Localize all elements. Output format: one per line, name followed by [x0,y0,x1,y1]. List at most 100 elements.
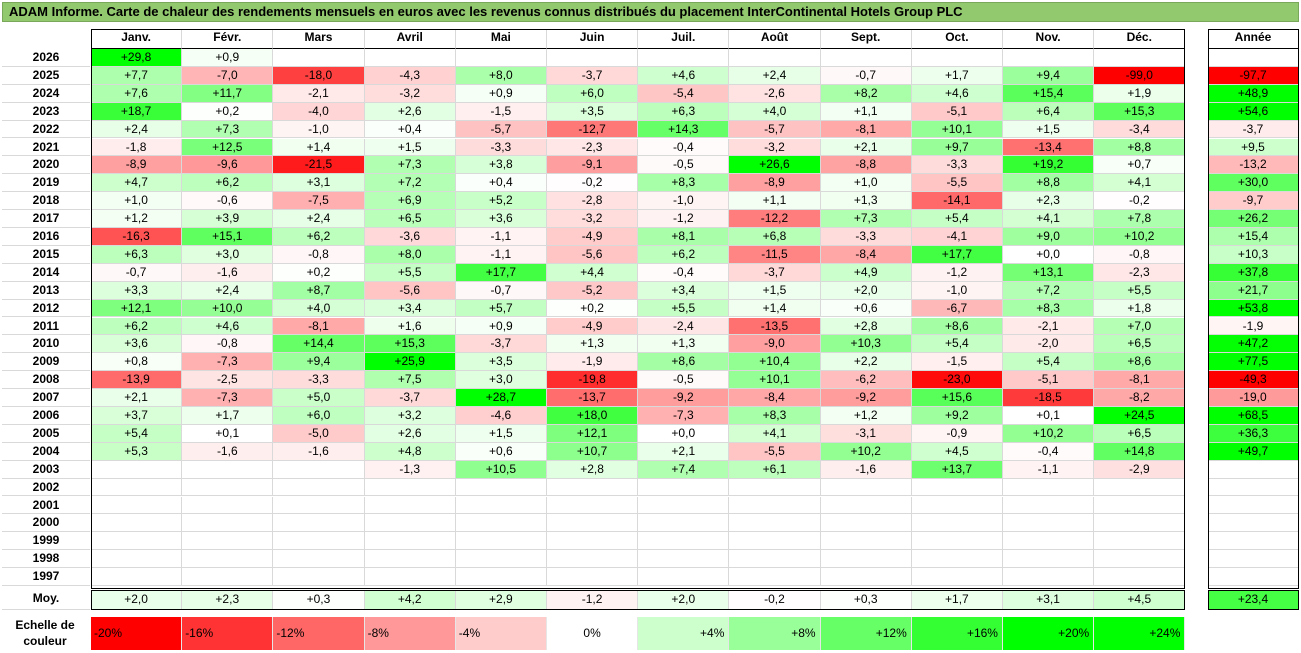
heatmap-cell: -2,3 [1094,263,1186,282]
heatmap-cell: +8,3 [729,407,821,425]
heatmap-cell: +14,3 [638,120,730,139]
heatmap-cell: +1,8 [1094,299,1186,318]
heatmap-cell: +1,7 [911,66,1003,85]
month-header: Mai [455,29,547,49]
year-label: 1998 [2,550,90,569]
month-header: Sept. [820,29,912,49]
heatmap-cell: +26,6 [729,156,821,175]
heatmap-cell: +8,8 [1094,138,1186,157]
heatmap-cell: -3,3 [273,371,365,390]
heatmap-cell: +5,4 [1003,353,1095,372]
heatmap-cell: +15,3 [1094,102,1186,121]
heatmap-cell: +3,3 [91,281,183,300]
heatmap-cell: +0,9 [455,317,547,336]
month-header: Déc. [1094,29,1186,49]
annual-cell: -49,3 [1208,371,1299,390]
year-total-header: Année [1208,29,1299,49]
heatmap-cell: -9,2 [820,389,912,407]
heatmap-cell: -1,3 [364,460,456,479]
heatmap-cell: +1,6 [364,317,456,336]
year-label: 2011 [2,318,90,336]
annual-cell: -97,7 [1208,66,1299,85]
annual-cell: +10,3 [1208,245,1299,264]
heatmap-cell: +6,8 [729,228,821,246]
heatmap-cell: -4,9 [547,317,639,336]
heatmap-cell: +7,2 [1003,281,1095,300]
heatmap-cell: -2,4 [638,317,730,336]
heatmap-cell: -1,6 [273,442,365,461]
heatmap-cell: +7,3 [182,120,274,139]
average-cell: +1,7 [911,590,1003,610]
heatmap-cell [1003,496,1095,515]
heatmap-cell: +1,7 [182,407,274,425]
year-label: 1999 [2,532,90,551]
color-scale-step: -16% [182,617,274,650]
heatmap-cell: +4,9 [820,263,912,282]
heatmap-cell: +8,3 [638,174,730,193]
heatmap-cell [638,496,730,515]
heatmap-cell [91,514,183,533]
heatmap-cell: -4,1 [911,228,1003,246]
annual-cell: +77,5 [1208,353,1299,372]
month-header: Juin [547,29,639,49]
heatmap-cell [91,478,183,497]
heatmap-cell: +6,2 [182,174,274,193]
heatmap-cell: -5,6 [364,281,456,300]
heatmap-cell: +17,7 [455,263,547,282]
average-cell: +4,5 [1094,590,1186,610]
heatmap-cell [547,550,639,569]
heatmap-cell: -7,3 [638,407,730,425]
heatmap-cell: -19,8 [547,371,639,390]
heatmap-cell: +25,9 [364,353,456,372]
heatmap-cell: -13,4 [1003,138,1095,157]
heatmap-cell: +4,8 [364,442,456,461]
month-header: Févr. [182,29,274,49]
heatmap-cell: +1,3 [547,335,639,354]
heatmap-cell: +13,7 [911,460,1003,479]
heatmap-cell [91,532,183,551]
heatmap-cell: -8,9 [91,156,183,175]
heatmap-cell: -0,7 [91,263,183,282]
year-label: 2014 [2,264,90,282]
heatmap-cell: +7,8 [1094,210,1186,228]
heatmap-cell [182,568,274,586]
heatmap-cell: +8,0 [455,66,547,85]
heatmap-cell [911,514,1003,533]
heatmap-cell [911,478,1003,497]
heatmap-cell: -1,6 [820,460,912,479]
heatmap-cell [729,532,821,551]
heatmap-cell: +2,1 [91,389,183,407]
heatmap-cell: -18,0 [273,66,365,85]
heatmap-cell: +1,9 [1094,84,1186,103]
heatmap-cell [91,496,183,515]
heatmap-cell: +2,8 [820,317,912,336]
heatmap-cell: +1,1 [729,192,821,211]
heatmap-cell: -7,3 [182,389,274,407]
year-label: 2005 [2,425,90,443]
year-label: 2007 [2,389,90,407]
heatmap-cell: +7,4 [638,460,730,479]
heatmap-cell: +1,2 [820,407,912,425]
annual-cell: +36,3 [1208,424,1299,443]
heatmap-cell: -8,1 [820,120,912,139]
annual-cell: +9,5 [1208,138,1299,157]
year-label: 2009 [2,353,90,372]
heatmap-cell: +6,2 [91,317,183,336]
average-cell: +2,0 [638,590,730,610]
annual-cell [1208,460,1299,479]
heatmap-cell: -3,2 [547,210,639,228]
heatmap-cell: +0,2 [547,299,639,318]
heatmap-cell: -2,9 [1094,460,1186,479]
heatmap-cell: -5,1 [1003,371,1095,390]
year-label: 2015 [2,246,90,264]
month-header: Mars [273,29,365,49]
color-scale-step: -4% [455,617,547,650]
heatmap-cell: +0,4 [364,120,456,139]
year-label: 2016 [2,228,90,246]
heatmap-cell: +4,4 [547,263,639,282]
year-label: 2020 [2,156,90,175]
heatmap-cell: +1,0 [91,192,183,211]
year-label: 2019 [2,174,90,193]
heatmap-cell: -2,3 [547,138,639,157]
heatmap-cell: +0,1 [182,424,274,443]
